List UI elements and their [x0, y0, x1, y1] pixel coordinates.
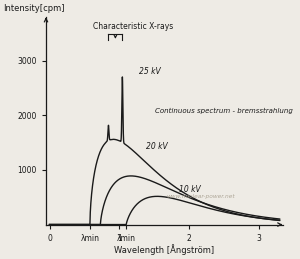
Text: 10 kV: 10 kV — [178, 185, 200, 194]
X-axis label: Wavelength [Ångström]: Wavelength [Ångström] — [115, 244, 214, 255]
Text: Continuous spectrum - bremsstrahlung: Continuous spectrum - bremsstrahlung — [155, 107, 293, 114]
Text: www.nuclear-power.net: www.nuclear-power.net — [167, 194, 235, 199]
Text: 25 kV: 25 kV — [139, 67, 160, 76]
Text: Characteristic X-rays: Characteristic X-rays — [93, 22, 174, 31]
Text: 20 kV: 20 kV — [146, 142, 167, 151]
Text: Intensity[cpm]: Intensity[cpm] — [3, 4, 65, 13]
